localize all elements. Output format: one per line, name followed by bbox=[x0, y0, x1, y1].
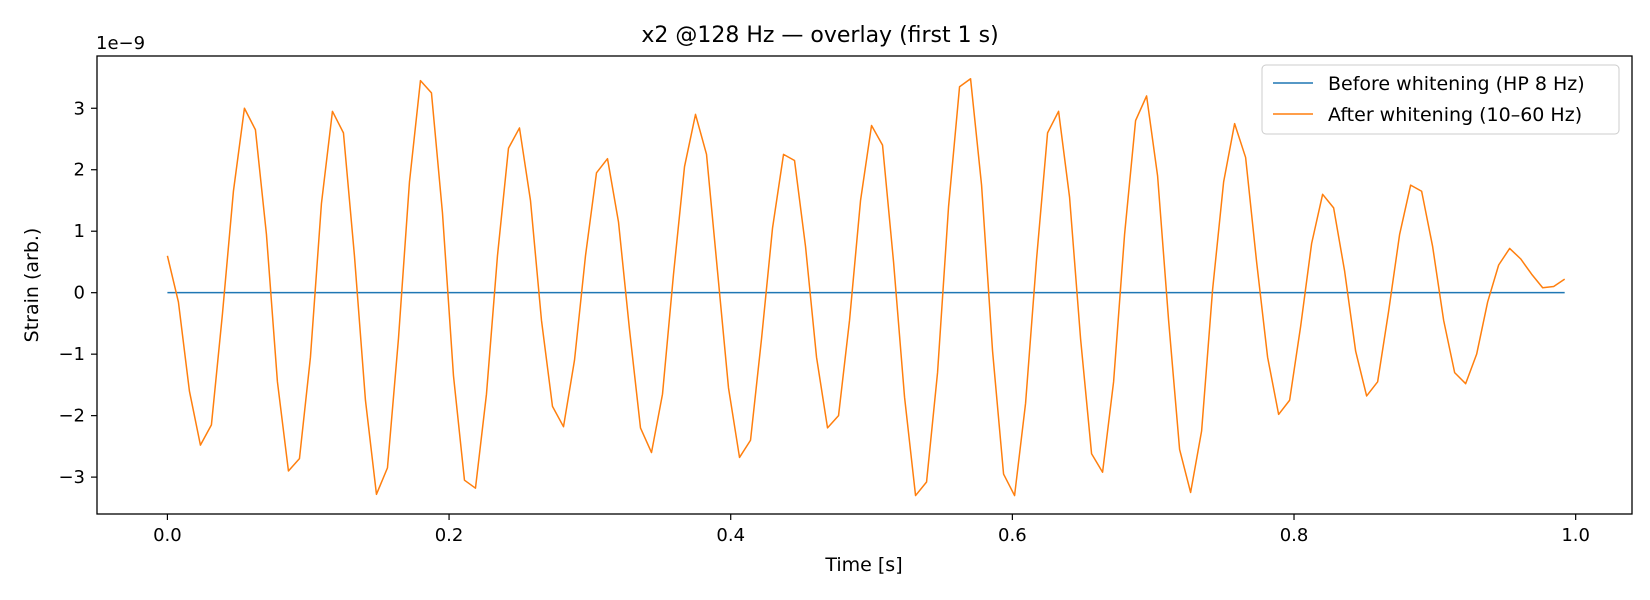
legend: Before whitening (HP 8 Hz) After whiteni… bbox=[1261, 64, 1620, 135]
x-tick-label: 0.8 bbox=[1280, 525, 1309, 546]
series-line-after-whitening bbox=[166, 78, 1566, 497]
y-tick-label: −1 bbox=[58, 344, 85, 365]
y-tick-label: −2 bbox=[58, 406, 85, 427]
x-axis-label: Time [s] bbox=[824, 554, 902, 576]
x-tick-label: 0.0 bbox=[153, 525, 182, 546]
y-axis-ticks: −3 −2 −1 0 1 2 3 bbox=[58, 98, 97, 488]
y-tick-label: 1 bbox=[74, 221, 85, 242]
legend-label-after: After whitening (10–60 Hz) bbox=[1328, 104, 1582, 126]
y-offset-label: 1e−9 bbox=[96, 33, 145, 54]
x-tick-label: 0.2 bbox=[435, 525, 464, 546]
x-axis-ticks: 0.0 0.2 0.4 0.6 0.8 1.0 bbox=[153, 514, 1590, 546]
legend-box bbox=[1261, 64, 1620, 135]
y-tick-label: 0 bbox=[74, 283, 85, 304]
x-tick-label: 0.6 bbox=[998, 525, 1027, 546]
legend-label-before: Before whitening (HP 8 Hz) bbox=[1328, 73, 1585, 95]
chart-title: x2 @128 Hz — overlay (first 1 s) bbox=[641, 23, 998, 48]
y-tick-label: 2 bbox=[74, 160, 85, 181]
x-tick-label: 1.0 bbox=[1561, 525, 1590, 546]
series-layer bbox=[166, 78, 1566, 497]
plot-frame bbox=[96, 55, 1633, 515]
y-axis-label: Strain (arb.) bbox=[21, 228, 43, 343]
x-tick-label: 0.4 bbox=[716, 525, 745, 546]
y-tick-label: −3 bbox=[58, 467, 85, 488]
y-tick-label: 3 bbox=[74, 98, 85, 119]
